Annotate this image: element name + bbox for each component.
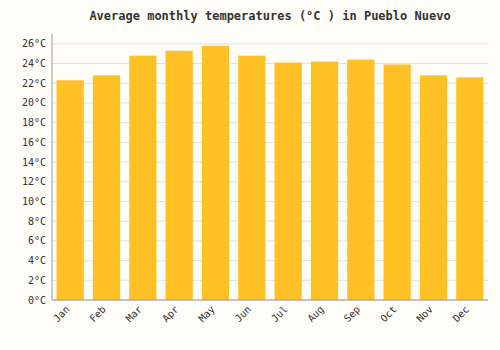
y-tick-label: 24°C bbox=[22, 58, 46, 69]
y-tick-label: 0°C bbox=[28, 295, 46, 306]
y-tick-label: 2°C bbox=[28, 275, 46, 286]
bar bbox=[420, 75, 447, 300]
x-tick-label: Sep bbox=[342, 304, 363, 325]
y-tick-label: 22°C bbox=[22, 78, 46, 89]
bar bbox=[238, 56, 265, 300]
y-axis-line bbox=[52, 34, 53, 300]
bar bbox=[311, 62, 338, 300]
x-tick-label: Oct bbox=[378, 304, 399, 325]
y-tick-label: 4°C bbox=[28, 255, 46, 266]
grid bbox=[52, 44, 488, 300]
x-tick-label: Jun bbox=[233, 304, 254, 325]
x-tick-label: Jan bbox=[51, 304, 72, 325]
bar bbox=[456, 77, 483, 300]
y-tick-label: 14°C bbox=[22, 157, 46, 168]
bar bbox=[57, 80, 84, 300]
y-tick-label: 12°C bbox=[22, 176, 46, 187]
grid-line bbox=[52, 300, 488, 301]
grid-line bbox=[52, 63, 488, 64]
y-tick-label: 26°C bbox=[22, 38, 46, 49]
x-tick-label: Dec bbox=[451, 304, 472, 325]
x-tick-label: Aug bbox=[305, 304, 326, 325]
y-tick-label: 16°C bbox=[22, 137, 46, 148]
bar bbox=[347, 60, 374, 300]
x-axis-line bbox=[52, 300, 488, 301]
grid-line bbox=[52, 43, 488, 44]
y-tick-label: 20°C bbox=[22, 97, 46, 108]
y-tick-label: 6°C bbox=[28, 235, 46, 246]
bar bbox=[384, 65, 411, 300]
bar bbox=[93, 75, 120, 300]
x-tick-label: Jul bbox=[269, 304, 290, 325]
x-tick-label: Nov bbox=[414, 304, 435, 325]
chart: Average monthly temperatures (°C ) in Pu… bbox=[0, 0, 500, 350]
x-tick-label: Feb bbox=[87, 304, 108, 325]
y-tick-label: 8°C bbox=[28, 216, 46, 227]
bar bbox=[202, 46, 229, 300]
x-tick-label: Apr bbox=[160, 304, 181, 325]
x-tick-label: May bbox=[196, 304, 217, 325]
bar bbox=[275, 63, 302, 300]
y-tick-label: 10°C bbox=[22, 196, 46, 207]
background bbox=[0, 0, 500, 350]
bar bbox=[129, 56, 156, 300]
y-tick-label: 18°C bbox=[22, 117, 46, 128]
title: Average monthly temperatures (°C ) in Pu… bbox=[89, 9, 450, 23]
x-tick-label: Mar bbox=[124, 304, 145, 325]
bar bbox=[166, 51, 193, 300]
